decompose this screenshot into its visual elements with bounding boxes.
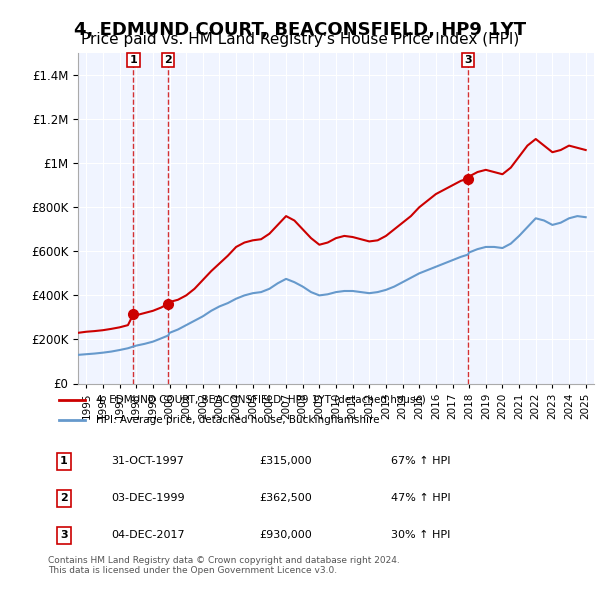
Text: 47% ↑ HPI: 47% ↑ HPI xyxy=(391,493,451,503)
Text: 3: 3 xyxy=(60,530,68,540)
Text: 1: 1 xyxy=(60,456,68,466)
Text: 4, EDMUND COURT, BEACONSFIELD, HP9 1YT: 4, EDMUND COURT, BEACONSFIELD, HP9 1YT xyxy=(74,21,526,39)
Text: 04-DEC-2017: 04-DEC-2017 xyxy=(112,530,185,540)
Text: £930,000: £930,000 xyxy=(259,530,312,540)
Text: 4, EDMUND COURT, BEACONSFIELD, HP9 1YT (detached house): 4, EDMUND COURT, BEACONSFIELD, HP9 1YT (… xyxy=(95,395,425,405)
Text: £315,000: £315,000 xyxy=(259,456,312,466)
Text: 3: 3 xyxy=(464,55,472,65)
Text: HPI: Average price, detached house, Buckinghamshire: HPI: Average price, detached house, Buck… xyxy=(95,415,379,425)
Text: 03-DEC-1999: 03-DEC-1999 xyxy=(112,493,185,503)
Text: £362,500: £362,500 xyxy=(259,493,312,503)
Text: 30% ↑ HPI: 30% ↑ HPI xyxy=(391,530,451,540)
Text: Contains HM Land Registry data © Crown copyright and database right 2024.
This d: Contains HM Land Registry data © Crown c… xyxy=(48,556,400,575)
Text: 31-OCT-1997: 31-OCT-1997 xyxy=(112,456,184,466)
Text: 2: 2 xyxy=(60,493,68,503)
Text: 2: 2 xyxy=(164,55,172,65)
Text: 67% ↑ HPI: 67% ↑ HPI xyxy=(391,456,451,466)
Text: Price paid vs. HM Land Registry's House Price Index (HPI): Price paid vs. HM Land Registry's House … xyxy=(81,32,519,47)
Text: 1: 1 xyxy=(130,55,137,65)
